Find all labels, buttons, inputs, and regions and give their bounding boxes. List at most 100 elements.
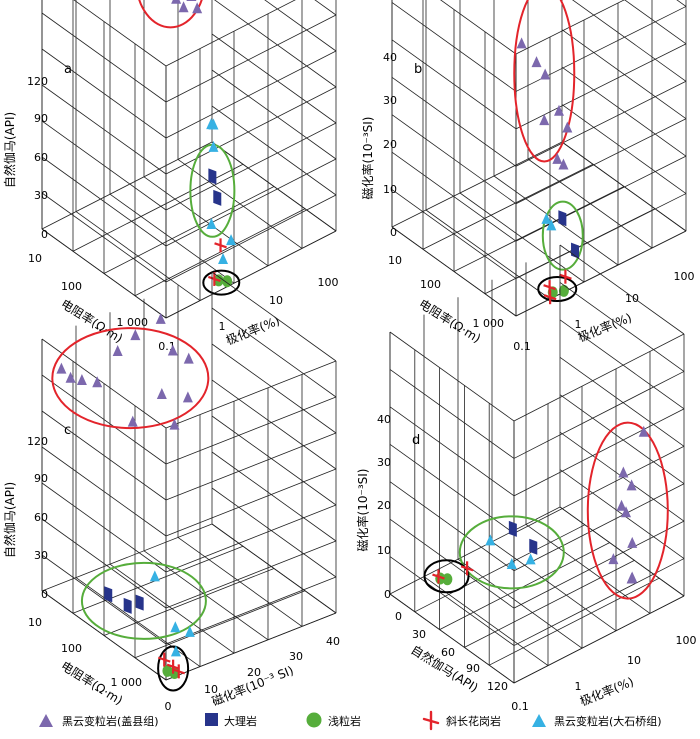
panel-c-rtick: 30 — [289, 650, 303, 663]
panel-a-vtick: 60 — [34, 151, 48, 164]
panel-c-grid — [41, 271, 337, 681]
legend-circle-marker — [306, 712, 322, 728]
triangle-marker — [485, 534, 496, 546]
legend-item-granulite: 浅粒岩 — [306, 712, 361, 728]
right-wall-gridline — [165, 158, 337, 247]
triangle-marker — [626, 479, 637, 491]
floor-gridline — [525, 524, 651, 614]
parallelogram-marker — [558, 210, 567, 227]
panel-c-ltick: 1 000 — [111, 676, 143, 689]
triangle-marker — [616, 499, 627, 511]
cluster-ellipse — [537, 276, 578, 303]
floor-gridline — [143, 176, 269, 267]
back-wall-gridline — [211, 271, 337, 362]
panel-d-rtick: 1 — [575, 680, 582, 693]
floor-gridline — [109, 193, 235, 284]
cross-marker — [559, 269, 572, 284]
panel-d-rtick: 0.1 — [511, 700, 529, 713]
panel-b-vtick: 40 — [383, 51, 397, 64]
panel-a-vertical-label: 自然伽马(API) — [2, 112, 17, 188]
panel-c-vtick: 120 — [27, 435, 48, 448]
panel-a-vtick: 30 — [34, 189, 48, 202]
left-wall-gridline — [389, 481, 515, 572]
panel-c-right-ticks: 0 10 20 30 40 — [165, 635, 341, 713]
panel-c-vertical-label: 自然伽马(API) — [2, 482, 17, 558]
triangle-marker — [531, 56, 542, 68]
panel-a-grid — [41, 0, 337, 319]
floor-gridline — [391, 226, 517, 317]
panel-c-clusters — [51, 327, 210, 692]
floor-gridline — [72, 163, 244, 252]
back-wall-gridline — [314, 0, 337, 16]
legend-cross-marker — [422, 710, 440, 731]
panel-a-rtick: 10 — [269, 294, 283, 307]
legend-triangle-marker — [39, 714, 53, 727]
triangle-marker — [92, 376, 103, 388]
right-wall-gridline — [515, 43, 687, 130]
right-wall-gridline — [515, 118, 687, 205]
triangle-marker — [149, 570, 160, 582]
back-wall-gridline — [572, 0, 687, 82]
back-wall-gridline — [211, 307, 337, 398]
panel-c-markers — [56, 312, 195, 680]
right-wall-gridline — [165, 122, 337, 211]
triangle-marker — [56, 362, 67, 374]
cluster-ellipse — [157, 645, 190, 692]
panel-b-vertical-label: 磁化率(10⁻³SI) — [360, 117, 375, 200]
panel-c-vertical-ticks: 0 30 60 90 120 — [27, 435, 48, 601]
panel-d-rtick: 10 — [627, 654, 641, 667]
cross-stroke — [214, 242, 227, 249]
legend-label: 浅粒岩 — [328, 714, 361, 728]
panel-d-ltick: 0 — [395, 610, 402, 623]
panel-a-rtick: 100 — [318, 276, 339, 289]
triangle-marker — [186, 0, 197, 2]
triangle-marker — [627, 536, 638, 548]
panel-d-ltick: 60 — [441, 646, 455, 659]
floor-gridline — [453, 186, 625, 272]
panel-c-rtick: 0 — [165, 700, 172, 713]
back-wall-gridline — [559, 244, 685, 335]
right-wall-gridline — [165, 230, 337, 319]
cross-marker — [460, 561, 474, 576]
panel-c-rtick: 20 — [247, 666, 261, 679]
floor-gridline — [211, 141, 337, 232]
right-wall-gridline — [513, 371, 685, 459]
panel-d-markers — [432, 425, 649, 586]
cross-marker — [207, 271, 221, 286]
legend-item-plagiogranite: 斜长花岗岩 — [422, 710, 501, 731]
panel-c-ltick: 10 — [28, 616, 42, 629]
cross-stroke — [543, 294, 557, 301]
legend-item-biotite-dashiqiao: 黑云变粒岩(大石桥组) — [532, 714, 662, 728]
floor-gridline — [389, 506, 561, 595]
circle-marker — [442, 573, 453, 586]
floor-gridline — [425, 209, 551, 300]
right-wall-gridline — [165, 432, 337, 501]
back-wall-gridline — [264, 0, 337, 52]
panel-b-rtick: 1 — [575, 318, 582, 331]
panel-d-right-ticks: 0.1 1 10 100 — [511, 634, 696, 713]
panel-d-grid — [389, 244, 685, 684]
legend-triangle-marker — [532, 714, 546, 727]
left-wall-gridline — [389, 369, 515, 459]
right-wall-gridline — [165, 86, 337, 175]
floor-gridline — [103, 186, 275, 274]
back-wall-gridline — [559, 282, 685, 372]
floor-gridline — [41, 228, 167, 319]
cross-stroke — [166, 663, 180, 670]
panel-b-letter: b — [414, 62, 422, 77]
floor-gridline — [459, 192, 585, 283]
back-wall-gridline — [211, 33, 337, 124]
cross-stroke — [543, 284, 556, 291]
panel-a-markers — [171, 0, 237, 288]
triangle-marker — [626, 572, 637, 584]
floor-gridline — [457, 558, 583, 649]
floor-gridline — [177, 537, 303, 627]
panel-c-vtick: 30 — [34, 549, 48, 562]
panel-a-vtick: 120 — [27, 75, 48, 88]
triangle-marker — [539, 114, 550, 126]
legend-item-biotite-gaixian: 黑云变粒岩(盖县组) — [39, 714, 159, 728]
triangle-marker — [546, 219, 557, 231]
floor-gridline — [75, 211, 201, 301]
right-wall-gridline — [513, 445, 685, 534]
